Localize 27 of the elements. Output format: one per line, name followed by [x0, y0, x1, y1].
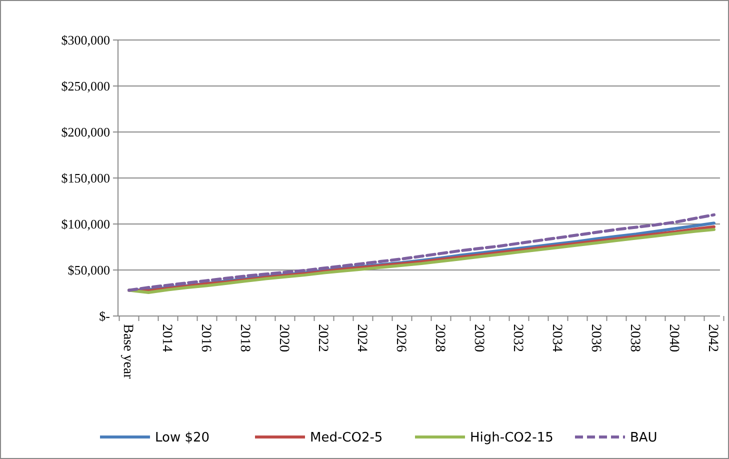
x-tick-label: 2036 — [588, 324, 604, 352]
x-tick-label: 2026 — [393, 324, 408, 352]
y-tick-label: $50,000 — [68, 262, 110, 278]
x-tick-label: 2032 — [510, 324, 526, 352]
x-tick-label: 2042 — [705, 324, 720, 352]
x-tick-label: 2016 — [198, 324, 214, 352]
y-tick-label: $200,000 — [61, 124, 110, 140]
x-tick-label: 2018 — [237, 324, 252, 352]
y-tick-label: $150,000 — [61, 170, 110, 186]
x-tick-label: 2028 — [432, 324, 448, 352]
y-tick-label: $300,000 — [61, 32, 110, 48]
x-tick-label: 2022 — [315, 324, 330, 352]
legend-label: Low $20 — [155, 430, 210, 446]
x-tick-label: 2038 — [627, 324, 642, 352]
y-tick-label: $100,000 — [61, 216, 110, 232]
y-tick-label: $- — [99, 308, 110, 324]
legend-label: BAU — [630, 430, 658, 446]
x-tick-label: 2030 — [471, 324, 486, 352]
x-tick-label: 2014 — [159, 324, 174, 352]
x-tick-label: 2034 — [549, 324, 564, 352]
x-tick-label: 2024 — [354, 324, 370, 352]
legend-label: High-CO2-15 — [470, 430, 554, 446]
legend-label: Med-CO2-5 — [310, 430, 383, 446]
x-tick-label: Base year — [120, 324, 136, 380]
x-tick-label: 2020 — [276, 324, 292, 352]
x-tick-label: 2040 — [666, 324, 682, 352]
y-tick-label: $250,000 — [61, 78, 110, 94]
